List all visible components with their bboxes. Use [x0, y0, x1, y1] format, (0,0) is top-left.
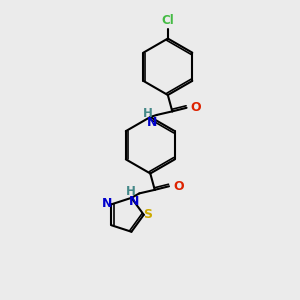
Text: Cl: Cl — [161, 14, 174, 27]
Text: O: O — [191, 101, 201, 114]
Text: S: S — [143, 208, 152, 221]
Text: O: O — [173, 180, 184, 193]
Text: H: H — [143, 107, 153, 120]
Text: N: N — [102, 197, 112, 210]
Text: N: N — [129, 195, 139, 208]
Text: N: N — [146, 116, 157, 129]
Text: H: H — [126, 185, 135, 198]
